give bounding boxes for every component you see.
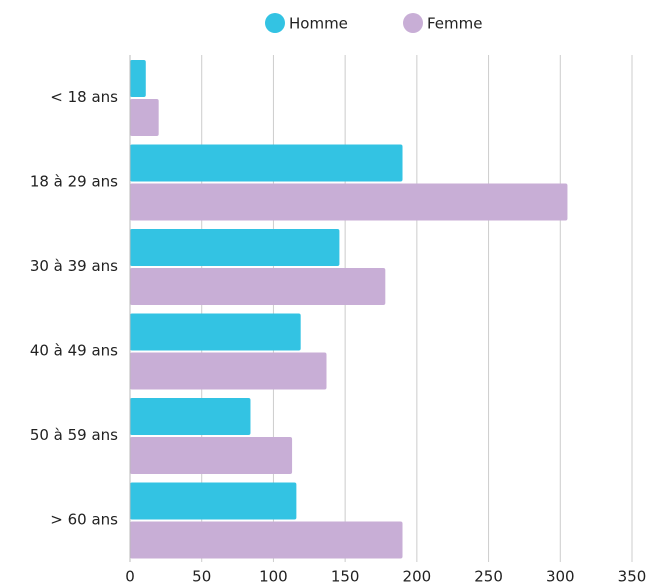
- y-tick-label: 18 à 29 ans: [30, 172, 118, 190]
- bar: [130, 521, 403, 559]
- x-tick-label: 0: [125, 568, 135, 585]
- x-tick-label: 150: [331, 568, 360, 585]
- bar: [130, 268, 386, 305]
- y-tick-label: 40 à 49 ans: [30, 341, 118, 359]
- legend-swatch: [403, 13, 423, 33]
- x-tick-label: 200: [403, 568, 432, 585]
- x-tick-label: 250: [474, 568, 503, 585]
- x-tick-label: 300: [546, 568, 575, 585]
- y-tick-label: 50 à 59 ans: [30, 426, 118, 444]
- bar: [130, 482, 297, 520]
- bar: [130, 229, 340, 266]
- bar: [130, 352, 327, 390]
- bar: [130, 183, 568, 221]
- bar: [130, 144, 403, 182]
- x-tick-label: 350: [618, 568, 647, 585]
- y-tick-label: < 18 ans: [50, 88, 118, 106]
- bar: [130, 398, 251, 435]
- bar: [130, 99, 159, 136]
- y-tick-label: > 60 ans: [50, 510, 118, 528]
- legend-label: Femme: [427, 15, 483, 33]
- x-tick-label: 50: [192, 568, 211, 585]
- y-tick-label: 30 à 39 ans: [30, 257, 118, 275]
- legend-swatch: [265, 13, 285, 33]
- x-tick-label: 100: [259, 568, 288, 585]
- legend-label: Homme: [289, 15, 348, 33]
- bar: [130, 313, 301, 351]
- bar: [130, 437, 293, 474]
- bar: [130, 60, 146, 97]
